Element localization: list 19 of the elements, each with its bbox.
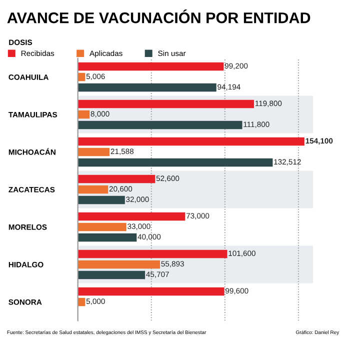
bar xyxy=(78,148,110,156)
bar xyxy=(78,196,125,204)
bar xyxy=(78,222,126,232)
bar xyxy=(78,83,216,92)
bar xyxy=(78,250,228,258)
bar xyxy=(78,110,90,119)
bar xyxy=(78,260,160,269)
bar xyxy=(78,185,108,194)
bar xyxy=(78,100,254,108)
bar xyxy=(78,137,304,146)
bar xyxy=(78,270,146,280)
bar xyxy=(78,233,137,242)
bar xyxy=(78,62,224,71)
bar xyxy=(78,158,273,167)
bar xyxy=(78,287,224,296)
bar xyxy=(78,212,186,221)
bar xyxy=(78,120,242,130)
bar xyxy=(78,174,156,184)
chart-title: AVANCE DE VACUNACIÓN POR ENTIDAD xyxy=(7,10,310,24)
